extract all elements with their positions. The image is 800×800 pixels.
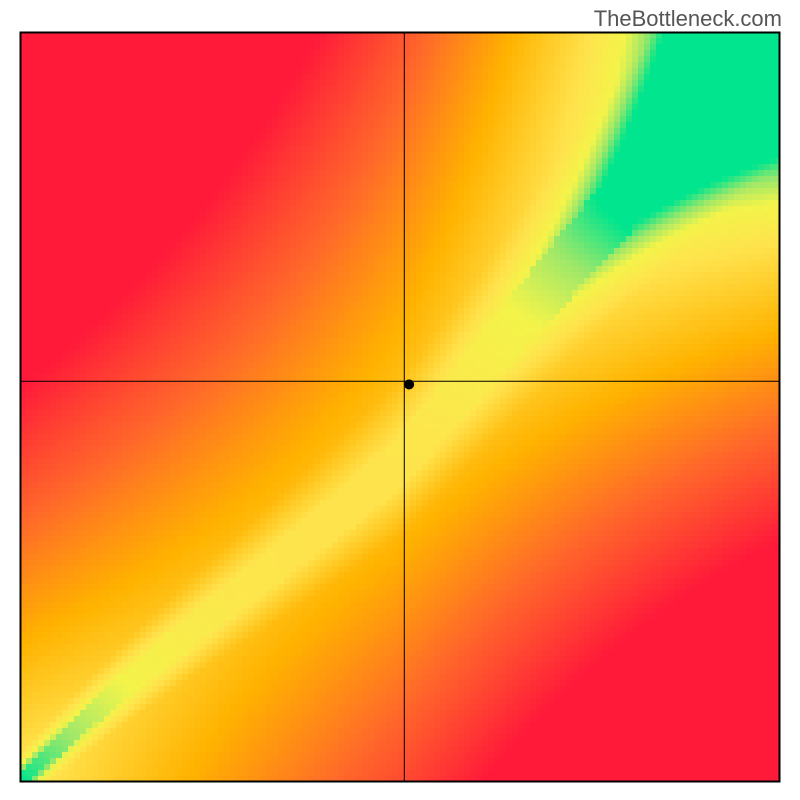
chart-container: TheBottleneck.com — [0, 0, 800, 800]
watermark-text: TheBottleneck.com — [594, 6, 782, 32]
bottleneck-heatmap — [0, 0, 800, 800]
